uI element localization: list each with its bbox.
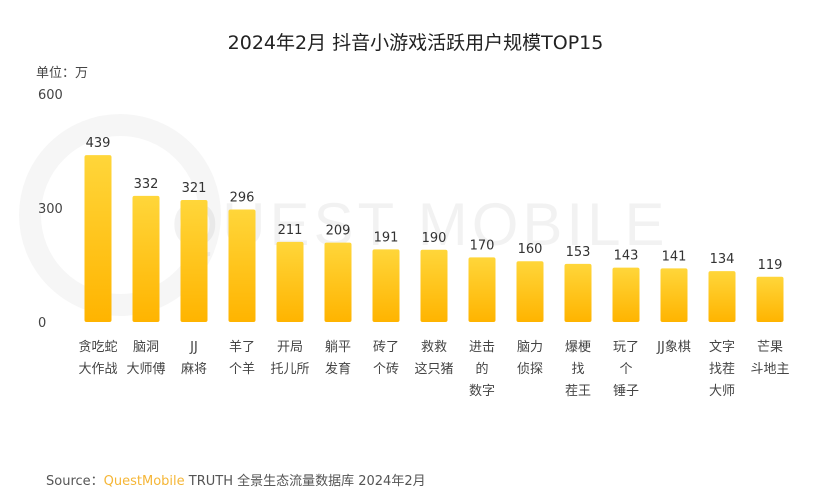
y-tick-label: 300 — [38, 202, 63, 217]
data-label: 119 — [758, 258, 783, 273]
source-note: Source：QuestMobile TRUTH 全景生态流量数据库 2024年… — [46, 470, 426, 489]
bar — [372, 249, 400, 322]
data-label: 160 — [518, 242, 543, 257]
x-tick-label: 羊了个羊 — [229, 339, 255, 377]
bar — [612, 267, 640, 322]
bar — [84, 155, 112, 322]
bar — [708, 271, 736, 322]
data-label: 143 — [614, 249, 639, 264]
bar — [516, 261, 544, 322]
x-tick-label: 进击的数字 — [469, 340, 495, 399]
data-label: 332 — [134, 177, 159, 192]
bar — [180, 200, 208, 322]
source-text: TRUTH 全景生态流量数据库 2024年2月 — [184, 474, 426, 489]
x-tick-label: 脑洞大师傅 — [126, 340, 165, 377]
data-label: 191 — [374, 230, 399, 245]
data-label: 321 — [182, 181, 207, 196]
data-label: 141 — [662, 249, 687, 264]
data-label: 296 — [230, 191, 255, 206]
x-tick-label: 砖了个砖 — [373, 340, 399, 377]
x-tick-label: 爆梗找茬王 — [565, 340, 591, 399]
data-label: 134 — [710, 252, 735, 267]
bar — [132, 195, 160, 322]
x-tick-label: 脑力侦探 — [517, 340, 543, 377]
y-tick-label: 600 — [38, 88, 63, 103]
data-label: 209 — [326, 224, 351, 239]
x-tick-label: 开局托儿所 — [270, 340, 309, 377]
bar — [276, 241, 304, 322]
data-label: 153 — [566, 245, 591, 260]
bar — [324, 242, 352, 322]
data-label: 439 — [86, 136, 111, 151]
bar — [420, 249, 448, 322]
bar — [468, 257, 496, 322]
bar — [228, 209, 256, 322]
unit-label: 单位：万 — [36, 66, 89, 81]
source-brand: QuestMobile — [103, 474, 185, 489]
x-tick-label: JJ 麻将 — [181, 340, 207, 377]
x-tick-label: 文字找茬大师 — [709, 340, 735, 399]
bar — [660, 268, 688, 322]
source-prefix: Source： — [46, 474, 104, 489]
chart-title: 2024年2月 抖音小游戏活跃用户规模TOP15 — [227, 32, 604, 54]
x-tick-label: 贪吃蛇大作战 — [78, 339, 117, 377]
x-tick-label: 躺平发育 — [325, 339, 351, 377]
x-tick-label: JJ象棋 — [656, 340, 691, 355]
data-label: 170 — [470, 238, 495, 253]
data-label: 211 — [278, 223, 303, 238]
bar — [756, 276, 784, 322]
data-label: 190 — [422, 231, 447, 246]
x-tick-label: 救救这只猪 — [414, 339, 453, 377]
bar — [564, 263, 592, 322]
x-tick-label: 芒果斗地主 — [750, 339, 789, 377]
x-tick-label: 玩了个锤子 — [613, 340, 639, 399]
y-tick-label: 0 — [38, 316, 46, 331]
